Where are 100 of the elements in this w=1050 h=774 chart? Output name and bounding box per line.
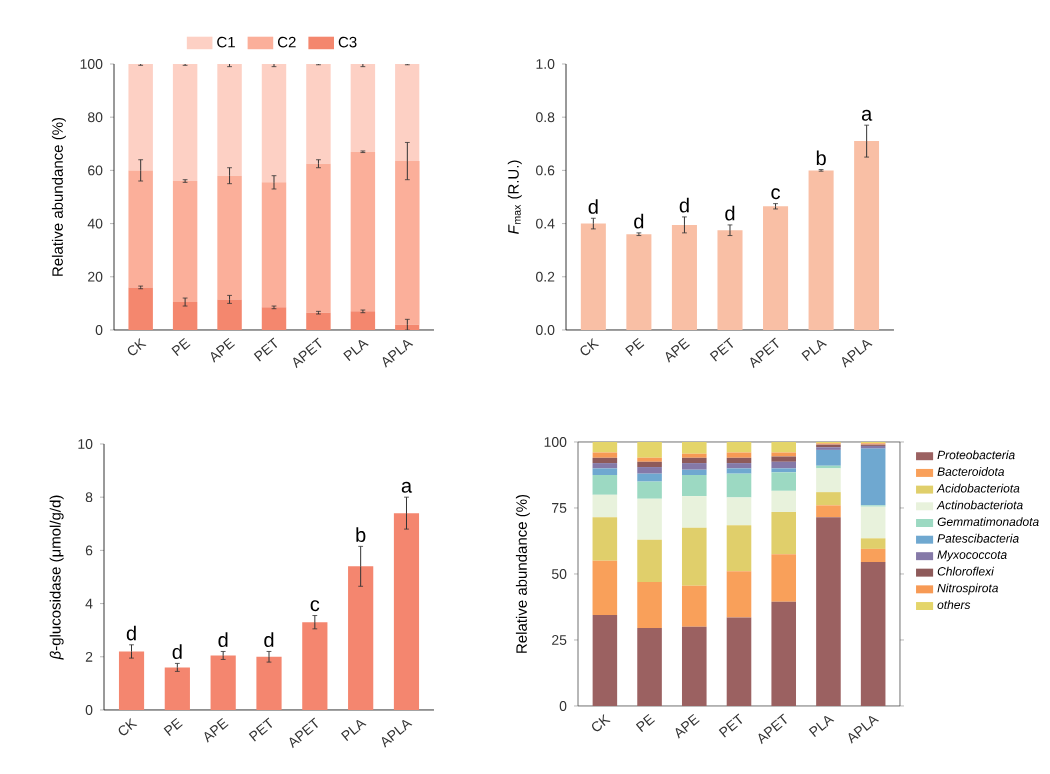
annotation: d: [679, 197, 689, 213]
bar: [771, 456, 797, 462]
bar: [592, 457, 618, 464]
bar: [592, 468, 618, 475]
annotation: a: [861, 109, 873, 121]
bar: [261, 182, 287, 308]
bar: [128, 63, 153, 171]
annotation: d: [172, 644, 182, 660]
bar: [217, 175, 242, 300]
bar: [726, 497, 752, 526]
annotation: c: [310, 600, 320, 612]
bar: [592, 614, 618, 706]
bar: [118, 651, 145, 710]
bar: [771, 554, 797, 602]
bar: [592, 463, 618, 469]
bar: [348, 566, 374, 710]
bar: [350, 151, 376, 312]
bar: [393, 513, 420, 710]
annotation: d: [725, 205, 735, 221]
bar: [771, 461, 797, 469]
bar: [816, 505, 841, 518]
bar: [726, 571, 752, 618]
bar: [217, 299, 242, 330]
bar: [771, 441, 797, 453]
bar: [808, 170, 834, 330]
bar: [771, 490, 797, 512]
bar: [580, 223, 606, 330]
bar: [726, 463, 752, 469]
annotation: d: [588, 199, 598, 214]
bar: [164, 667, 190, 710]
annotation: a: [401, 481, 413, 493]
bar: [592, 441, 618, 453]
bar: [592, 474, 618, 495]
annotation: c: [771, 188, 781, 200]
bar: [681, 469, 707, 475]
bar: [306, 63, 331, 164]
bar: [395, 63, 420, 162]
bar: [172, 302, 198, 330]
bar: [256, 656, 282, 710]
bar: [637, 481, 662, 499]
annotation: d: [126, 625, 136, 641]
bar: [592, 494, 618, 518]
bar: [717, 230, 743, 330]
bar: [681, 463, 707, 470]
bar: [637, 473, 662, 482]
bar: [350, 311, 376, 330]
bar: [726, 617, 752, 706]
bar: [771, 601, 797, 706]
bar: [816, 517, 841, 706]
bar: [261, 63, 287, 183]
bar: [726, 525, 752, 572]
bar: [681, 474, 707, 497]
annotation: d: [634, 213, 644, 229]
bar: [681, 441, 707, 454]
bar: [350, 63, 376, 152]
bar: [726, 457, 752, 464]
bar: [681, 626, 707, 706]
bar: [860, 538, 886, 549]
bar: [637, 581, 662, 629]
bar: [726, 473, 752, 498]
bar: [860, 562, 886, 706]
bar: [816, 449, 841, 466]
bar: [172, 181, 198, 303]
bar: [637, 498, 662, 540]
annotation: b: [356, 527, 366, 542]
bar: [726, 468, 752, 474]
bar: [771, 511, 797, 555]
bar: [637, 467, 662, 474]
bar: [592, 452, 618, 458]
bar: [763, 206, 789, 330]
bar: [681, 585, 707, 627]
annotation: d: [264, 632, 274, 648]
bar: [261, 307, 287, 330]
bar: [210, 655, 236, 710]
bar: [306, 163, 331, 313]
bar: [592, 517, 618, 561]
bar: [637, 539, 662, 582]
bar: [816, 492, 841, 506]
bar: [217, 63, 242, 176]
bar: [860, 506, 886, 539]
bar: [681, 527, 707, 586]
bar: [128, 170, 153, 288]
bar: [302, 622, 328, 710]
bar: [637, 461, 662, 468]
bar: [854, 141, 880, 330]
bar: [771, 472, 797, 491]
bar: [306, 312, 331, 330]
bar: [860, 448, 886, 506]
bar: [172, 63, 198, 182]
bar: [395, 161, 420, 325]
bar: [671, 224, 697, 330]
bar: [816, 468, 841, 493]
bar: [626, 234, 652, 330]
annotation: d: [218, 632, 228, 648]
bar: [128, 287, 153, 330]
bar: [637, 628, 662, 706]
bar: [592, 560, 618, 615]
bar: [637, 441, 662, 458]
bar: [681, 496, 707, 528]
bar: [681, 457, 707, 464]
